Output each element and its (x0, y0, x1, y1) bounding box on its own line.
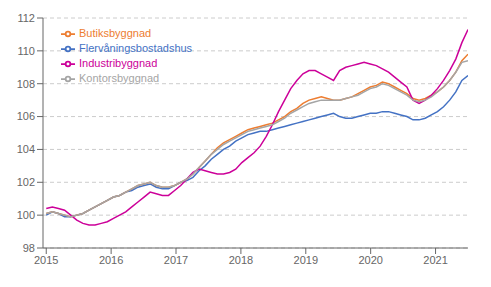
svg-text:2017: 2017 (164, 254, 188, 266)
html-text:Industribyggnad: Industribyggnad (79, 57, 158, 70)
svg-text:98: 98 (23, 242, 35, 254)
html-text:Flervåningsbostadshus: Flervåningsbostadshus (79, 42, 193, 55)
html-text:Kontorsbyggnad: Kontorsbyggnad (79, 72, 160, 85)
svg-text:110: 110 (17, 45, 35, 57)
svg-text:100: 100 (17, 209, 35, 221)
svg-text:2019: 2019 (294, 254, 318, 266)
svg-text:2016: 2016 (99, 254, 123, 266)
svg-text:106: 106 (17, 110, 35, 122)
svg-text:112: 112 (17, 12, 35, 24)
svg-text:2018: 2018 (229, 254, 253, 266)
svg-text:2020: 2020 (358, 254, 382, 266)
svg-text:2015: 2015 (34, 254, 58, 266)
svg-text:2021: 2021 (423, 254, 447, 266)
svg-text:102: 102 (17, 176, 35, 188)
svg-text:108: 108 (17, 78, 35, 90)
svg-text:104: 104 (17, 143, 35, 155)
html-text:Butiksbyggnad: Butiksbyggnad (79, 27, 152, 39)
